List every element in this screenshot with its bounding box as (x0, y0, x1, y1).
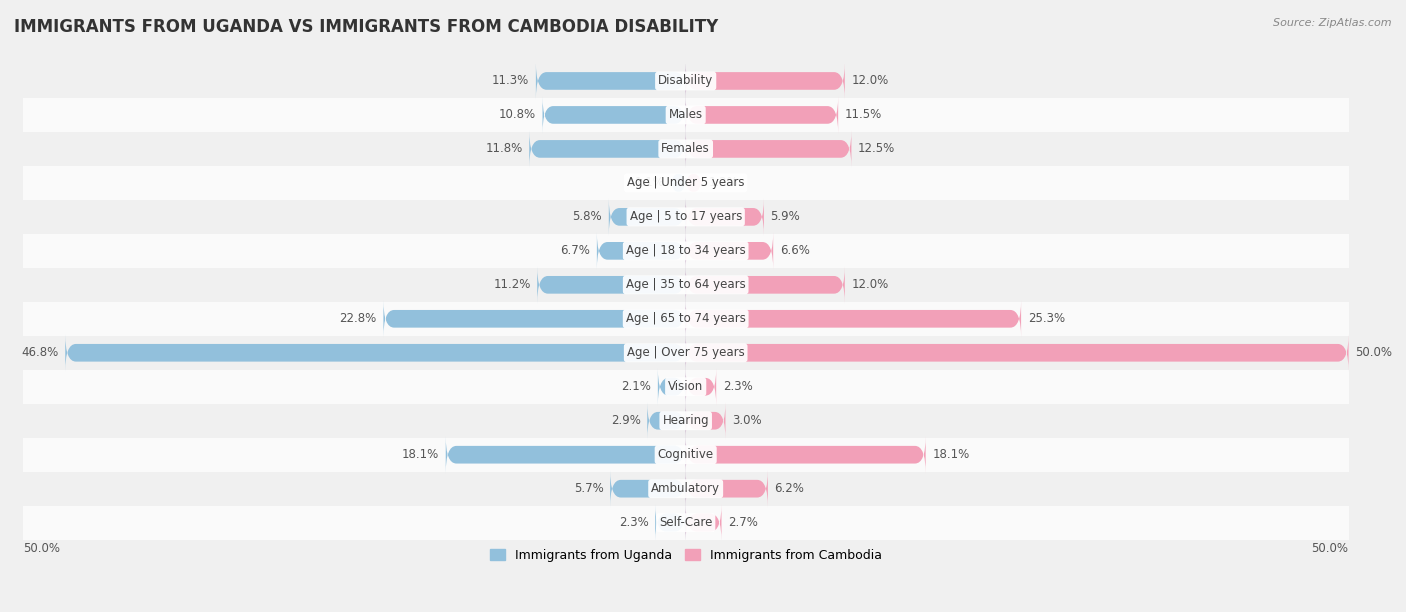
FancyBboxPatch shape (686, 97, 838, 133)
FancyBboxPatch shape (446, 436, 686, 473)
Text: Hearing: Hearing (662, 414, 709, 427)
Text: 25.3%: 25.3% (1028, 312, 1064, 326)
FancyBboxPatch shape (686, 402, 725, 439)
FancyBboxPatch shape (686, 198, 763, 236)
FancyBboxPatch shape (22, 472, 1348, 506)
Text: 3.0%: 3.0% (733, 414, 762, 427)
FancyBboxPatch shape (686, 62, 845, 99)
Text: Age | 35 to 64 years: Age | 35 to 64 years (626, 278, 745, 291)
FancyBboxPatch shape (22, 200, 1348, 234)
FancyBboxPatch shape (686, 368, 716, 405)
Text: 50.0%: 50.0% (1355, 346, 1392, 359)
Text: Age | 18 to 34 years: Age | 18 to 34 years (626, 244, 745, 257)
Text: 10.8%: 10.8% (499, 108, 536, 121)
FancyBboxPatch shape (22, 370, 1348, 404)
Text: 6.6%: 6.6% (780, 244, 810, 257)
FancyBboxPatch shape (22, 404, 1348, 438)
FancyBboxPatch shape (543, 97, 686, 133)
Text: 50.0%: 50.0% (22, 542, 60, 554)
Text: 18.1%: 18.1% (932, 448, 970, 461)
FancyBboxPatch shape (22, 132, 1348, 166)
Text: Cognitive: Cognitive (658, 448, 714, 461)
Text: 2.3%: 2.3% (723, 380, 752, 394)
FancyBboxPatch shape (22, 336, 1348, 370)
Text: 2.1%: 2.1% (621, 380, 651, 394)
Text: 2.7%: 2.7% (728, 516, 758, 529)
FancyBboxPatch shape (686, 504, 721, 541)
Text: 46.8%: 46.8% (21, 346, 59, 359)
FancyBboxPatch shape (529, 130, 686, 167)
Text: Age | Over 75 years: Age | Over 75 years (627, 346, 745, 359)
Text: Males: Males (669, 108, 703, 121)
Text: Age | 5 to 17 years: Age | 5 to 17 years (630, 211, 742, 223)
Text: Vision: Vision (668, 380, 703, 394)
Text: 11.8%: 11.8% (485, 143, 523, 155)
Text: 1.1%: 1.1% (634, 176, 665, 189)
FancyBboxPatch shape (686, 300, 1021, 337)
FancyBboxPatch shape (686, 334, 1348, 371)
Text: 12.0%: 12.0% (852, 75, 889, 88)
Text: Females: Females (661, 143, 710, 155)
FancyBboxPatch shape (610, 470, 686, 507)
FancyBboxPatch shape (647, 402, 686, 439)
Text: 6.2%: 6.2% (775, 482, 804, 495)
Text: 12.5%: 12.5% (858, 143, 896, 155)
FancyBboxPatch shape (22, 438, 1348, 472)
Text: 1.2%: 1.2% (709, 176, 738, 189)
Legend: Immigrants from Uganda, Immigrants from Cambodia: Immigrants from Uganda, Immigrants from … (485, 543, 887, 567)
FancyBboxPatch shape (384, 300, 686, 337)
FancyBboxPatch shape (537, 266, 686, 304)
FancyBboxPatch shape (22, 64, 1348, 98)
Text: 6.7%: 6.7% (561, 244, 591, 257)
Text: 11.5%: 11.5% (845, 108, 882, 121)
FancyBboxPatch shape (22, 166, 1348, 200)
Text: 11.2%: 11.2% (494, 278, 530, 291)
FancyBboxPatch shape (686, 470, 768, 507)
Text: Age | Under 5 years: Age | Under 5 years (627, 176, 744, 189)
Text: 2.3%: 2.3% (619, 516, 648, 529)
FancyBboxPatch shape (598, 233, 686, 269)
FancyBboxPatch shape (22, 302, 1348, 336)
Text: Source: ZipAtlas.com: Source: ZipAtlas.com (1274, 18, 1392, 28)
Text: 5.8%: 5.8% (572, 211, 602, 223)
FancyBboxPatch shape (658, 368, 686, 405)
FancyBboxPatch shape (22, 506, 1348, 540)
Text: 11.3%: 11.3% (492, 75, 529, 88)
Text: 50.0%: 50.0% (1312, 542, 1348, 554)
FancyBboxPatch shape (22, 268, 1348, 302)
Text: 5.7%: 5.7% (574, 482, 603, 495)
FancyBboxPatch shape (686, 173, 702, 192)
FancyBboxPatch shape (686, 436, 925, 473)
Text: 2.9%: 2.9% (610, 414, 641, 427)
FancyBboxPatch shape (22, 98, 1348, 132)
Text: 18.1%: 18.1% (402, 448, 439, 461)
FancyBboxPatch shape (65, 334, 686, 371)
FancyBboxPatch shape (609, 198, 686, 236)
Text: IMMIGRANTS FROM UGANDA VS IMMIGRANTS FROM CAMBODIA DISABILITY: IMMIGRANTS FROM UGANDA VS IMMIGRANTS FRO… (14, 18, 718, 36)
Text: Ambulatory: Ambulatory (651, 482, 720, 495)
FancyBboxPatch shape (22, 234, 1348, 268)
FancyBboxPatch shape (686, 233, 773, 269)
FancyBboxPatch shape (686, 130, 852, 167)
Text: 22.8%: 22.8% (339, 312, 377, 326)
FancyBboxPatch shape (671, 174, 686, 192)
FancyBboxPatch shape (655, 504, 686, 541)
Text: Self-Care: Self-Care (659, 516, 713, 529)
FancyBboxPatch shape (536, 62, 686, 99)
FancyBboxPatch shape (686, 266, 845, 304)
Text: Age | 65 to 74 years: Age | 65 to 74 years (626, 312, 745, 326)
Text: 5.9%: 5.9% (770, 211, 800, 223)
Text: 12.0%: 12.0% (852, 278, 889, 291)
Text: Disability: Disability (658, 75, 713, 88)
